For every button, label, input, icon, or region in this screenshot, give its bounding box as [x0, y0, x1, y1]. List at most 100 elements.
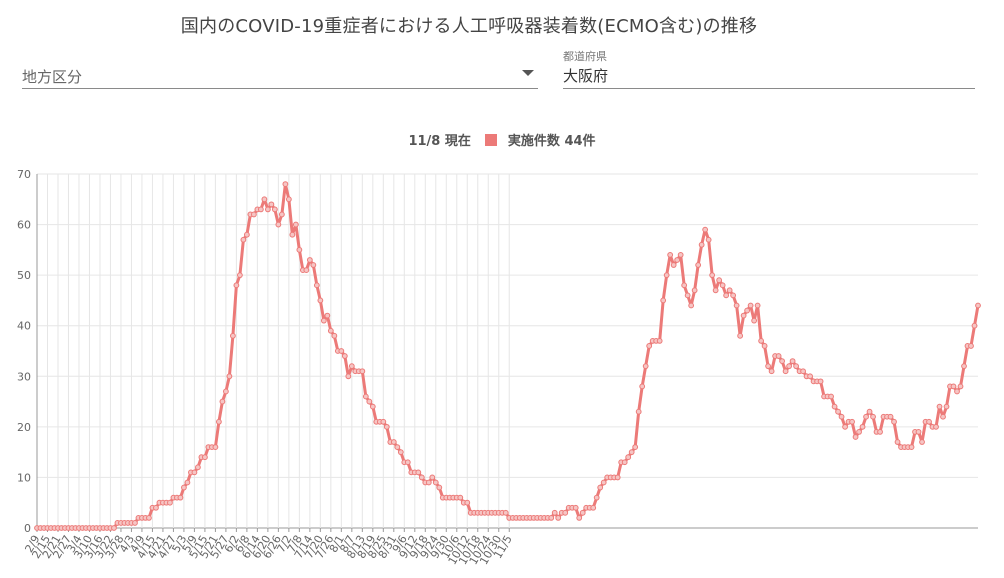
data-point — [863, 413, 869, 420]
data-point — [397, 449, 404, 456]
data-point — [202, 454, 208, 461]
data-point — [887, 413, 894, 420]
data-point — [761, 343, 768, 349]
data-point — [230, 332, 236, 339]
data-point — [712, 287, 719, 294]
data-point — [775, 353, 782, 359]
data-point — [264, 206, 271, 213]
data-point — [625, 454, 632, 461]
data-point — [628, 449, 635, 456]
data-point — [674, 257, 681, 263]
data-point — [590, 504, 597, 511]
data-point — [464, 499, 471, 506]
series-layer — [34, 181, 981, 531]
data-point — [800, 368, 806, 375]
data-point — [877, 429, 883, 435]
data-point — [950, 383, 957, 390]
data-point — [317, 297, 324, 304]
series-line — [35, 182, 980, 530]
data-point — [366, 398, 373, 405]
data-point — [688, 302, 695, 309]
data-point — [691, 287, 698, 294]
data-point — [723, 292, 730, 299]
data-point — [621, 459, 628, 466]
data-point — [635, 408, 642, 415]
data-point — [313, 282, 320, 289]
data-point — [744, 307, 751, 314]
prefecture-select-label: 都道府県 — [563, 50, 607, 63]
data-point — [425, 479, 432, 486]
data-point — [663, 272, 670, 279]
data-point — [747, 302, 754, 309]
line-chart: 0 10 20 30 40 50 60 70 2/92/152/212/273/43/103/… — [17, 168, 981, 567]
data-point — [268, 201, 275, 208]
data-point — [369, 403, 376, 410]
legend-series-label[interactable]: 実施件数 44件 — [507, 134, 596, 149]
data-point — [394, 444, 401, 450]
data-point — [789, 358, 796, 365]
data-point — [562, 509, 569, 516]
data-point — [828, 393, 834, 400]
chart-legend: 11/8 現在 実施件数 44件 — [0, 130, 1004, 149]
data-point — [278, 211, 285, 218]
data-point — [639, 383, 646, 390]
region-select[interactable]: 地方区分 — [22, 62, 538, 89]
data-point — [597, 484, 604, 491]
data-point — [348, 363, 355, 370]
data-point — [236, 272, 243, 279]
data-point — [331, 332, 338, 339]
y-tick-label: 30 — [17, 370, 31, 383]
data-point — [656, 337, 663, 344]
data-point — [306, 257, 313, 263]
data-point — [754, 302, 761, 309]
legend-date: 11/8 現在 — [408, 134, 471, 149]
data-point — [338, 348, 345, 354]
legend-swatch[interactable] — [485, 134, 498, 146]
data-point — [737, 332, 744, 339]
data-point — [975, 302, 981, 309]
data-point — [831, 403, 838, 410]
data-point — [240, 236, 247, 243]
data-point — [957, 383, 964, 390]
y-axis: 0 10 20 30 40 50 60 70 — [17, 168, 38, 535]
data-point — [341, 353, 348, 359]
data-point — [793, 363, 799, 370]
data-point — [926, 418, 932, 425]
data-point — [383, 423, 390, 430]
data-point — [436, 484, 443, 491]
data-point — [698, 241, 705, 248]
data-point — [660, 297, 667, 304]
data-point — [859, 423, 866, 430]
data-point — [842, 423, 848, 430]
data-point — [716, 277, 723, 284]
data-point — [940, 413, 946, 420]
data-point — [429, 474, 436, 481]
data-point — [362, 393, 369, 400]
data-point — [667, 252, 674, 258]
data-point — [936, 403, 943, 410]
data-point — [233, 282, 240, 289]
data-point — [684, 292, 691, 299]
data-point — [191, 469, 198, 476]
data-point — [632, 444, 639, 450]
data-point — [555, 514, 562, 521]
data-point — [380, 418, 387, 425]
data-point — [751, 317, 758, 324]
data-point — [271, 206, 278, 213]
data-point — [740, 312, 747, 319]
data-point — [702, 226, 709, 233]
data-point — [870, 413, 876, 420]
prefecture-select[interactable]: 都道府県 大阪府 — [563, 48, 975, 89]
data-point — [223, 388, 229, 395]
data-point — [954, 388, 960, 395]
data-point — [933, 423, 939, 430]
data-point — [111, 525, 117, 531]
y-tick-label: 50 — [17, 269, 31, 282]
data-point — [768, 368, 775, 375]
data-point — [146, 514, 152, 521]
data-point — [327, 327, 334, 334]
data-point — [782, 368, 789, 375]
chevron-down-icon[interactable] — [522, 70, 534, 76]
data-point — [502, 509, 509, 516]
data-point — [817, 378, 824, 385]
